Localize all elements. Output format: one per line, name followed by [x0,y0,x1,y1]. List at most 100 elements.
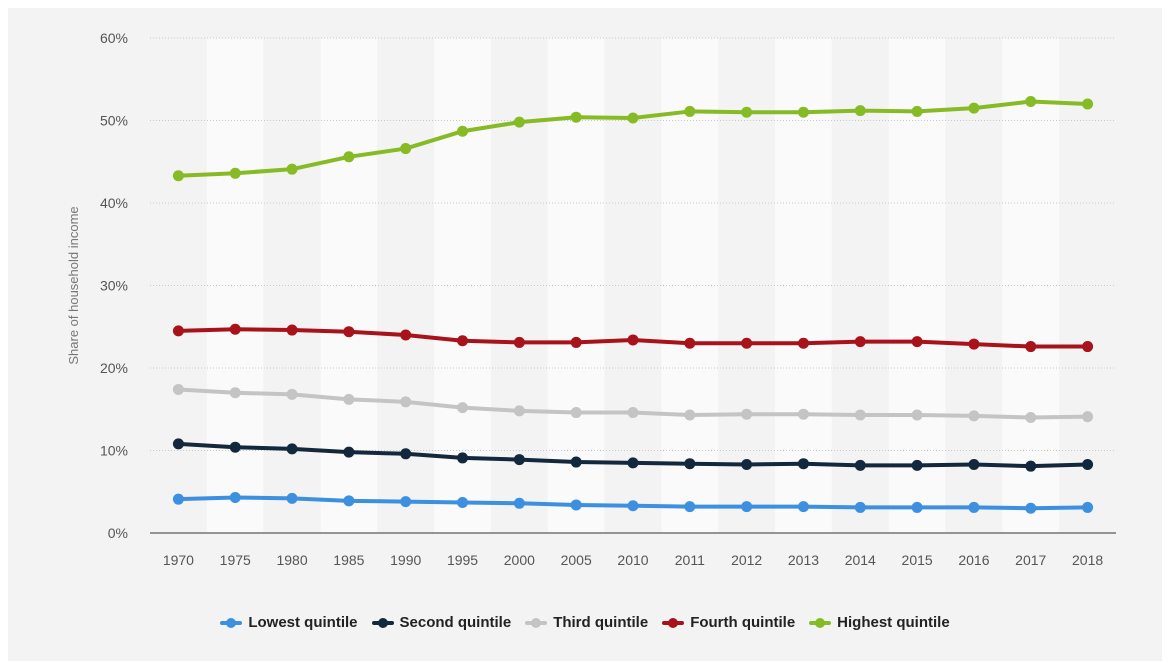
data-point[interactable] [400,143,412,155]
legend-label: Second quintile [399,614,512,631]
data-point[interactable] [854,105,866,117]
data-point[interactable] [1082,341,1094,353]
data-point[interactable] [570,111,582,123]
data-point[interactable] [797,408,809,420]
y-axis-title: Share of household income [66,206,81,364]
legend-marker-icon [371,617,394,628]
data-point[interactable] [1025,460,1037,472]
data-point[interactable] [286,388,298,400]
data-point[interactable] [968,459,980,471]
x-tick-label: 2015 [902,552,933,568]
data-point[interactable] [1025,341,1037,353]
data-point[interactable] [1082,411,1094,423]
data-point[interactable] [172,383,184,395]
data-point[interactable] [627,407,639,419]
data-point[interactable] [172,170,184,182]
data-point[interactable] [968,338,980,350]
data-point[interactable] [684,409,696,421]
data-point[interactable] [797,501,809,513]
data-point[interactable] [854,336,866,348]
data-point[interactable] [286,163,298,175]
data-point[interactable] [229,441,241,453]
data-point[interactable] [229,323,241,335]
data-point[interactable] [1025,96,1037,108]
data-point[interactable] [854,501,866,513]
data-point[interactable] [911,409,923,421]
data-point[interactable] [400,496,412,508]
y-tick-label: 10% [100,443,128,459]
data-point[interactable] [513,116,525,128]
data-point[interactable] [457,452,469,464]
data-point[interactable] [343,151,355,163]
data-point[interactable] [1082,98,1094,110]
data-point[interactable] [911,459,923,471]
data-point[interactable] [570,456,582,468]
data-point[interactable] [1025,502,1037,514]
data-point[interactable] [400,448,412,460]
data-point[interactable] [854,409,866,421]
x-tick-label: 2005 [561,552,592,568]
data-point[interactable] [286,492,298,504]
data-point[interactable] [570,499,582,511]
data-point[interactable] [911,336,923,348]
data-point[interactable] [741,501,753,513]
data-point[interactable] [741,337,753,349]
legend-label: Fourth quintile [690,614,796,631]
legend-item-fourth-quintile[interactable]: Fourth quintile [662,614,795,631]
data-point[interactable] [343,495,355,507]
data-point[interactable] [1082,501,1094,513]
data-point[interactable] [797,106,809,118]
data-point[interactable] [229,387,241,399]
data-point[interactable] [172,325,184,337]
data-point[interactable] [513,497,525,509]
data-point[interactable] [968,410,980,422]
data-point[interactable] [684,501,696,513]
data-point[interactable] [627,500,639,512]
data-point[interactable] [1025,412,1037,423]
data-point[interactable] [172,438,184,450]
data-point[interactable] [343,326,355,338]
data-point[interactable] [457,335,469,347]
data-point[interactable] [513,454,525,466]
data-point[interactable] [343,446,355,458]
data-point[interactable] [457,402,469,414]
data-point[interactable] [570,407,582,419]
data-point[interactable] [400,396,412,408]
data-point[interactable] [741,408,753,420]
legend-item-second-quintile[interactable]: Second quintile [371,614,512,631]
data-point[interactable] [229,167,241,179]
series-layer [172,96,1094,514]
data-point[interactable] [684,458,696,470]
legend-item-lowest-quintile[interactable]: Lowest quintile [220,614,358,631]
data-point[interactable] [457,125,469,137]
data-point[interactable] [627,457,639,469]
y-tick-label: 40% [100,195,128,211]
data-point[interactable] [1082,459,1094,471]
data-point[interactable] [627,112,639,124]
data-point[interactable] [797,337,809,349]
legend-item-highest-quintile[interactable]: Highest quintile [809,614,950,631]
data-point[interactable] [286,443,298,455]
data-point[interactable] [741,106,753,118]
data-point[interactable] [684,337,696,349]
data-point[interactable] [513,405,525,417]
data-point[interactable] [457,496,469,508]
data-point[interactable] [229,492,241,504]
x-tick-label: 2014 [845,552,876,568]
data-point[interactable] [684,105,696,117]
data-point[interactable] [627,334,639,346]
data-point[interactable] [911,501,923,513]
legend-item-third-quintile[interactable]: Third quintile [525,614,648,631]
data-point[interactable] [741,459,753,471]
data-point[interactable] [570,336,582,348]
data-point[interactable] [854,459,866,471]
data-point[interactable] [968,501,980,513]
data-point[interactable] [172,493,184,505]
data-point[interactable] [343,393,355,405]
data-point[interactable] [513,336,525,348]
data-point[interactable] [286,324,298,336]
data-point[interactable] [797,458,809,470]
data-point[interactable] [400,329,412,341]
data-point[interactable] [968,102,980,114]
data-point[interactable] [911,105,923,117]
